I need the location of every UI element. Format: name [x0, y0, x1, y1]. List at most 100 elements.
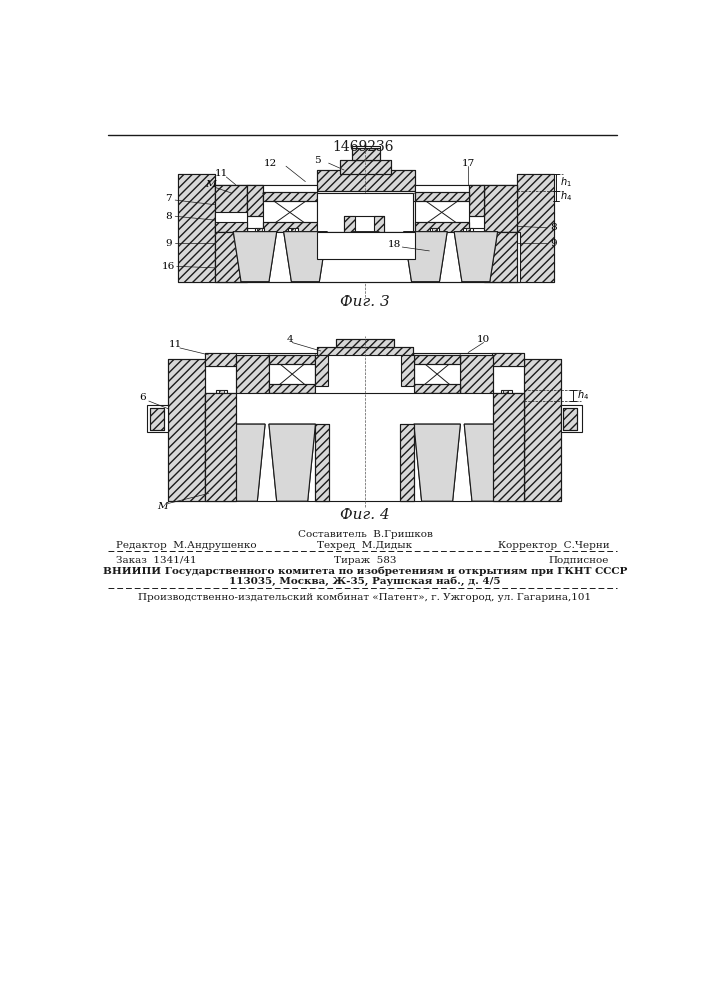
Text: 113035, Москва, Ж-35, Раушская наб., д. 4/5: 113035, Москва, Ж-35, Раушская наб., д. … — [229, 576, 501, 586]
Bar — [206, 393, 236, 501]
Bar — [414, 192, 469, 201]
Bar — [317, 347, 413, 356]
Bar — [206, 393, 236, 501]
Bar — [206, 353, 524, 366]
Polygon shape — [233, 232, 276, 282]
Bar — [262, 397, 270, 428]
Bar — [263, 222, 317, 232]
Bar — [436, 405, 459, 420]
Bar — [501, 389, 512, 424]
Bar — [402, 355, 414, 386]
Bar — [414, 222, 469, 232]
Text: Заказ  1341/41: Заказ 1341/41 — [115, 556, 196, 565]
Text: 11: 11 — [215, 169, 228, 178]
Polygon shape — [352, 232, 379, 241]
Polygon shape — [218, 424, 265, 501]
Bar — [269, 355, 315, 393]
Bar — [247, 185, 317, 228]
Polygon shape — [404, 232, 448, 282]
Text: 9: 9 — [550, 239, 556, 248]
Bar — [441, 395, 450, 418]
Text: Составитель  В.Гришков: Составитель В.Гришков — [298, 530, 433, 539]
Bar — [344, 216, 355, 232]
Bar — [414, 384, 460, 393]
Bar — [524, 359, 561, 501]
Text: 6: 6 — [139, 393, 146, 402]
Bar — [524, 359, 561, 501]
Bar — [414, 185, 484, 228]
Text: Корректор  С.Черни: Корректор С.Черни — [498, 541, 609, 550]
Text: Тираж  583: Тираж 583 — [334, 556, 397, 565]
Bar — [215, 232, 520, 282]
Polygon shape — [404, 232, 448, 282]
Bar — [426, 397, 467, 428]
Bar — [215, 222, 247, 232]
Bar — [263, 192, 317, 201]
Bar — [400, 424, 414, 501]
Bar — [563, 408, 577, 430]
Polygon shape — [218, 424, 265, 501]
Bar — [263, 222, 317, 232]
Bar — [247, 185, 263, 216]
Bar — [433, 228, 437, 259]
Polygon shape — [454, 232, 498, 282]
Bar — [317, 232, 414, 259]
Bar — [252, 393, 314, 432]
Bar — [269, 384, 315, 393]
Bar — [469, 185, 484, 216]
Bar — [276, 395, 286, 418]
Text: ВНИИПИ Государственного комитета по изобретениям и открытиям при ГКНТ СССР: ВНИИПИ Государственного комитета по изоб… — [103, 566, 627, 576]
Bar — [263, 192, 317, 201]
Bar — [460, 355, 493, 397]
Text: 12: 12 — [264, 159, 277, 168]
Bar — [426, 397, 433, 428]
Bar — [493, 393, 524, 501]
Bar — [317, 193, 413, 232]
Bar — [269, 384, 315, 393]
Bar — [236, 355, 269, 397]
Text: $h_4$: $h_4$ — [578, 388, 590, 402]
Bar — [561, 405, 582, 432]
Bar — [147, 405, 168, 432]
Bar — [337, 339, 394, 347]
Bar — [460, 355, 493, 397]
Bar — [168, 359, 206, 501]
Bar — [271, 405, 295, 420]
Bar — [218, 389, 224, 424]
Bar — [414, 193, 469, 232]
Bar — [484, 185, 517, 232]
Bar — [443, 395, 448, 418]
Bar — [352, 146, 380, 160]
Text: 18: 18 — [388, 240, 401, 249]
Bar — [269, 355, 315, 364]
Bar — [414, 222, 469, 232]
Text: 4: 4 — [286, 335, 293, 344]
Text: 1469236: 1469236 — [332, 140, 394, 154]
Text: 8: 8 — [165, 212, 172, 221]
Bar — [517, 174, 554, 282]
Text: 7: 7 — [165, 194, 172, 203]
Bar — [168, 359, 206, 501]
Bar — [236, 355, 269, 397]
Bar — [151, 408, 164, 430]
Text: Подписное: Подписное — [549, 556, 609, 565]
Bar — [466, 228, 470, 259]
Bar — [340, 160, 392, 174]
Bar — [216, 389, 227, 424]
Bar — [315, 355, 328, 386]
Bar — [337, 339, 394, 347]
Bar — [317, 170, 414, 191]
Text: $h_4$: $h_4$ — [561, 189, 573, 203]
Bar — [257, 228, 262, 259]
Bar — [493, 393, 524, 501]
Bar — [262, 397, 304, 428]
Bar — [414, 355, 460, 364]
Bar — [503, 389, 508, 424]
Bar — [352, 148, 380, 160]
Polygon shape — [284, 232, 327, 282]
Bar — [517, 174, 554, 282]
Polygon shape — [349, 408, 380, 414]
Polygon shape — [269, 424, 315, 501]
Polygon shape — [414, 424, 460, 501]
Bar — [416, 393, 477, 432]
